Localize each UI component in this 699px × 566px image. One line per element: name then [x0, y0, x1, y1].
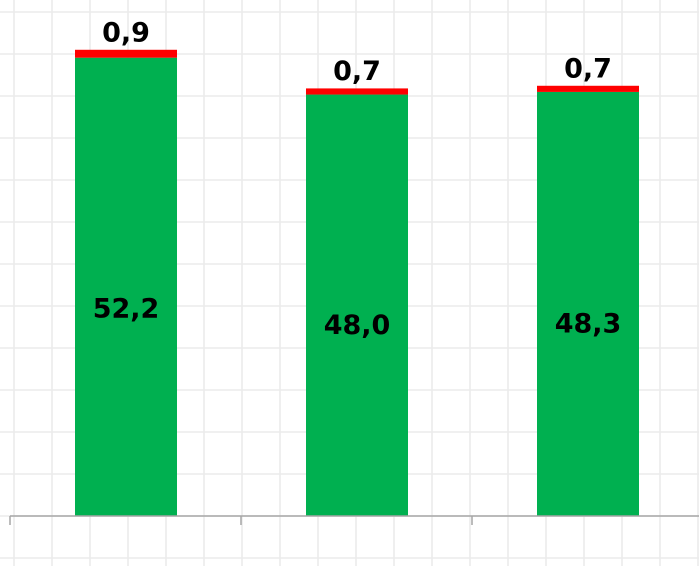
data-label-top: 0,7: [564, 53, 612, 84]
data-label-main: 48,0: [324, 310, 391, 341]
data-label-main: 52,2: [93, 293, 160, 324]
bar-segment-top: [306, 88, 408, 94]
data-label-top: 0,7: [333, 56, 381, 87]
data-label-main: 48,3: [555, 309, 622, 340]
bar-segment-top: [537, 86, 639, 92]
bars: [75, 50, 639, 516]
data-label-top: 0,9: [102, 17, 150, 48]
bar-segment-main: [306, 95, 408, 516]
x-axis: [10, 516, 699, 525]
bar-segment-main: [537, 92, 639, 516]
bar-segment-main: [75, 58, 177, 516]
bar-segment-top: [75, 50, 177, 58]
